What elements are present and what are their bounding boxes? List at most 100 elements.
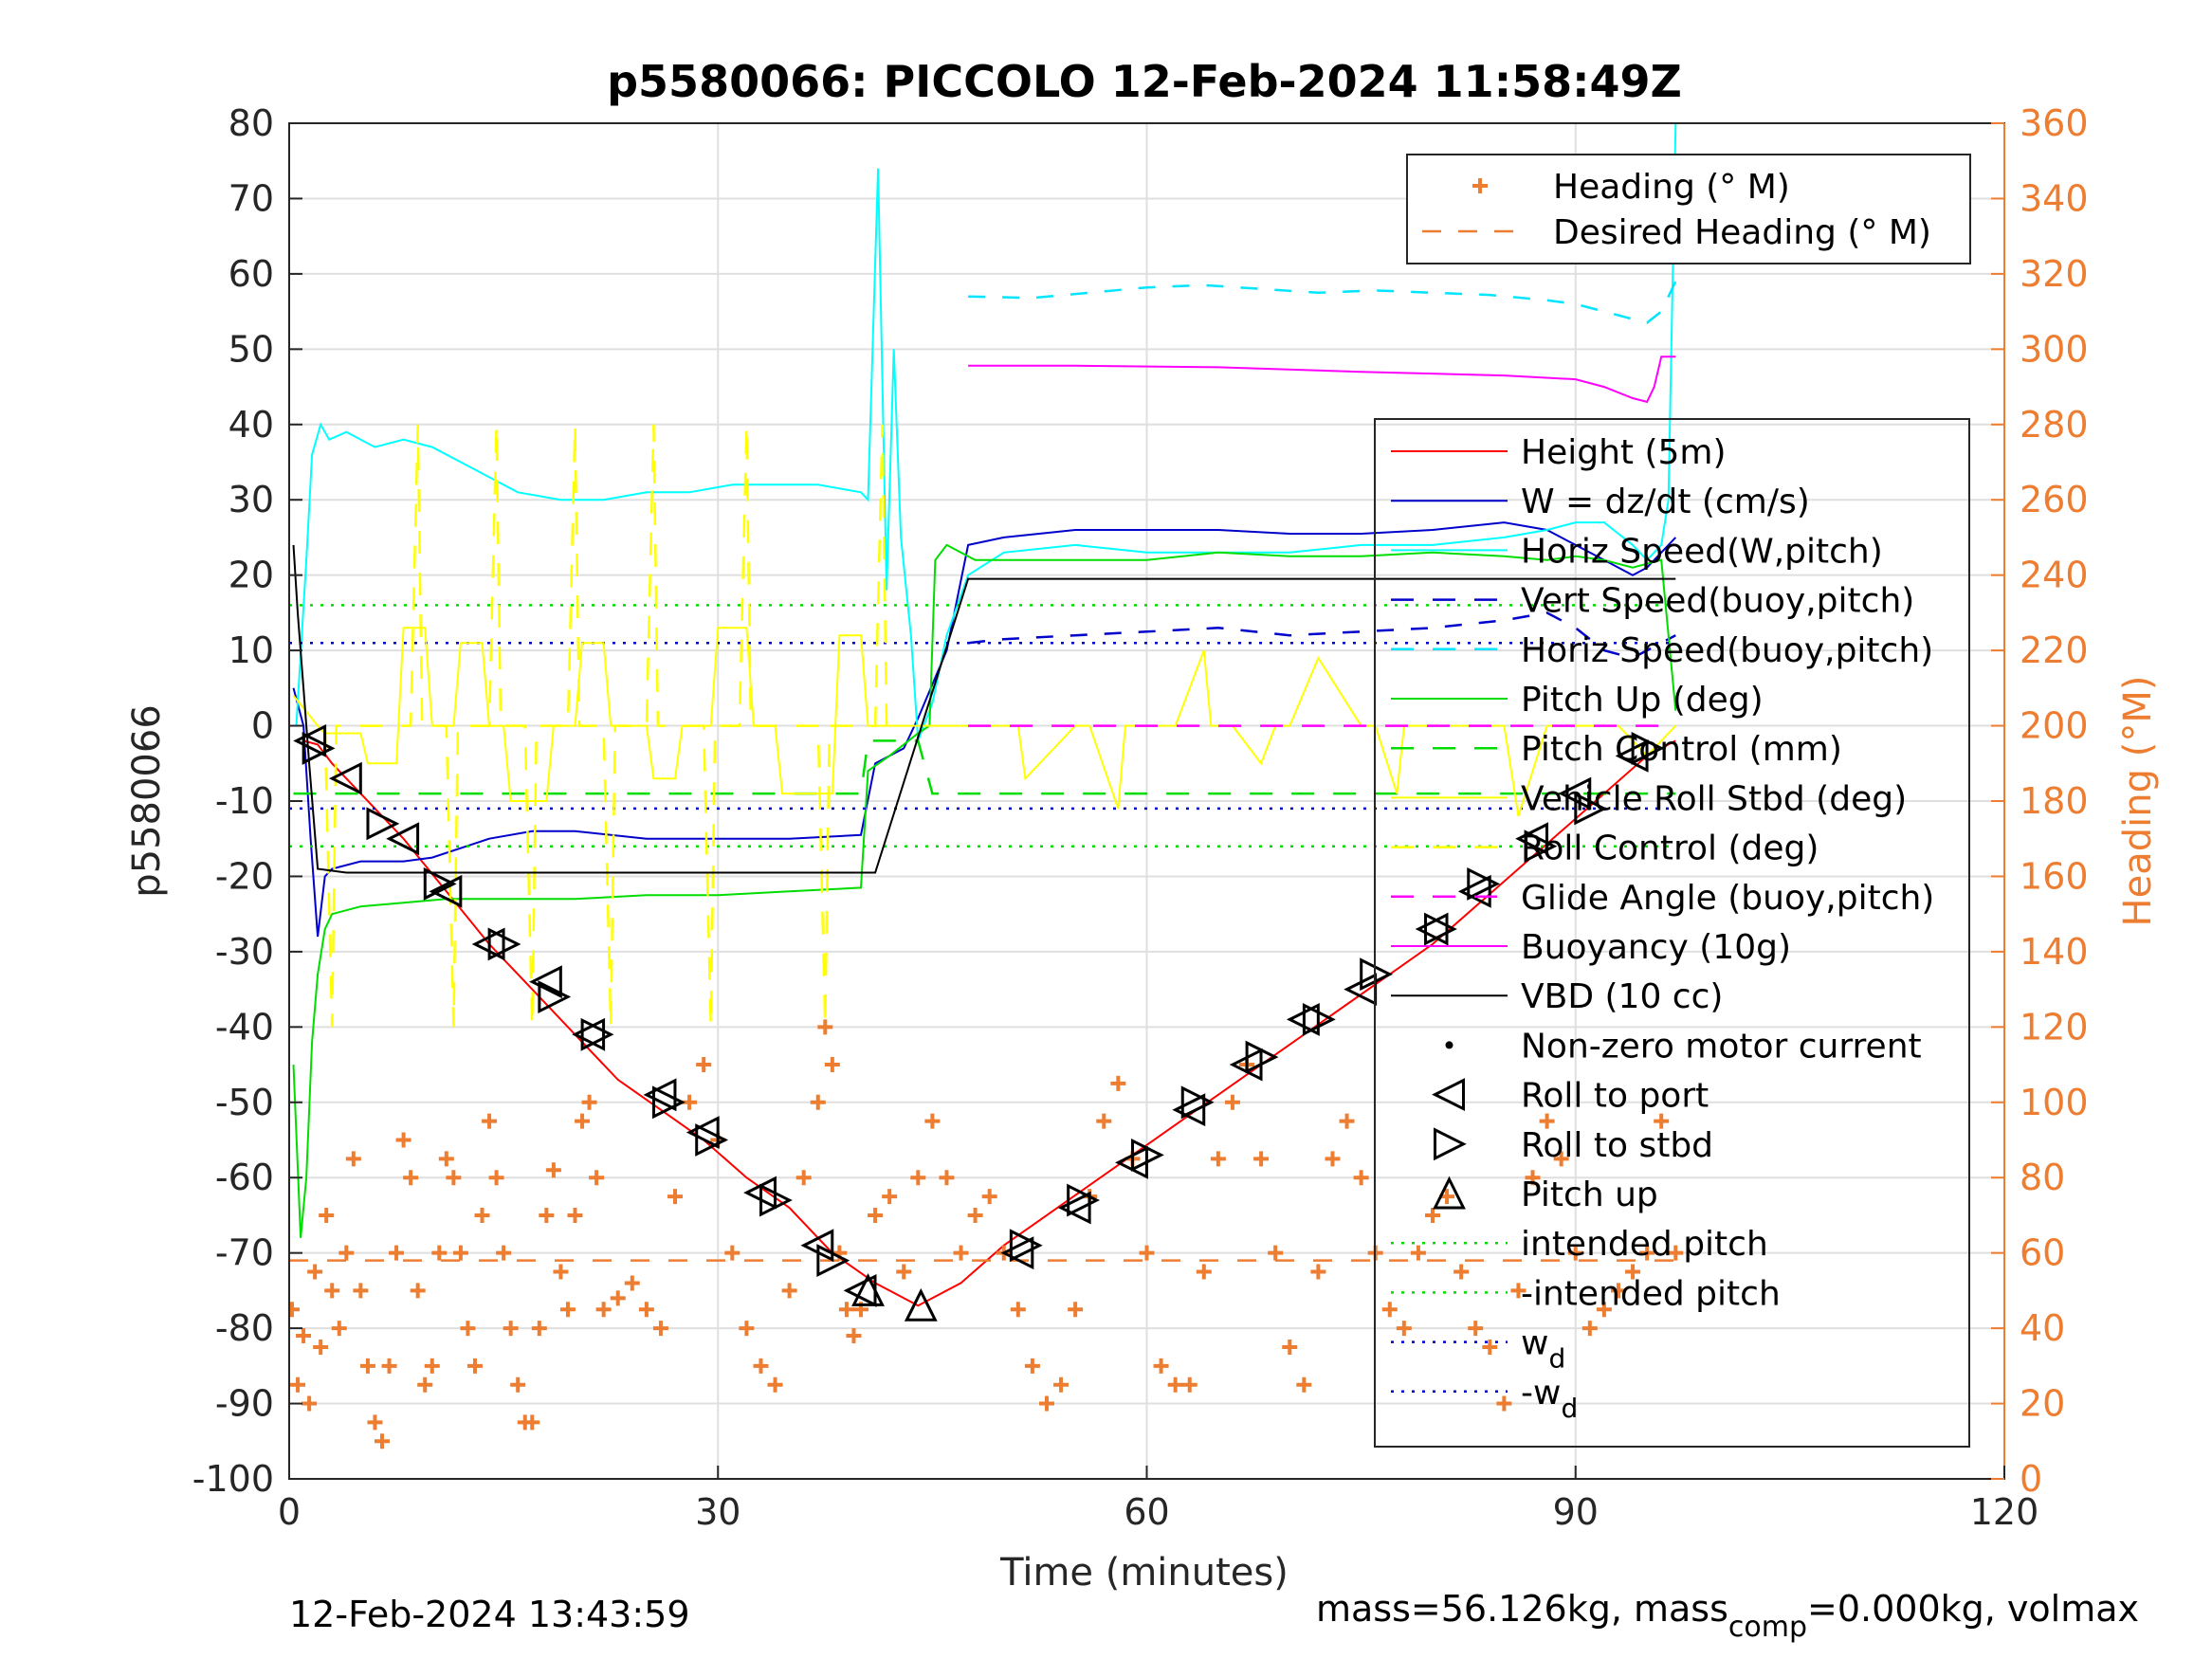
legend-label: -intended pitch	[1521, 1274, 1781, 1313]
heading-point	[289, 1302, 301, 1318]
heading-point	[1068, 1302, 1084, 1318]
y-tick-label: -50	[215, 1082, 274, 1123]
heading-point	[460, 1321, 476, 1337]
heading-point	[510, 1376, 526, 1393]
heading-point	[781, 1283, 797, 1299]
y-right-tick-label: 40	[2020, 1307, 2065, 1349]
roll-to-stbd-marker	[423, 866, 457, 901]
heading-point	[575, 1113, 591, 1129]
roll-to-port-marker	[1057, 1191, 1091, 1225]
footer-mass-tail: =0.000kg, volmax	[1807, 1588, 2139, 1630]
y-right-tick-label: 280	[2020, 404, 2089, 446]
heading-point	[452, 1245, 468, 1261]
legend-label: Glide Angle (buoy,pitch)	[1521, 879, 1934, 918]
pitch-up-marker	[851, 1273, 885, 1306]
y-right-tick-label: 60	[2020, 1232, 2065, 1274]
y-tick-label: -70	[215, 1232, 274, 1274]
legend-heading-label: Desired Heading (° M)	[1553, 213, 1931, 252]
roll-to-port-marker	[1515, 822, 1549, 856]
heading-point	[1253, 1151, 1270, 1167]
heading-point	[1410, 1245, 1426, 1261]
heading-point	[1553, 1151, 1569, 1167]
data-layer	[289, 123, 1684, 1449]
heading-point	[1596, 1302, 1612, 1318]
series-pitch-up-deg-	[292, 543, 1677, 1238]
legend-label: W = dz/dt (cm/s)	[1521, 483, 1810, 521]
roll-to-stbd-marker	[366, 807, 400, 841]
heading-point	[667, 1189, 684, 1205]
roll-to-stbd-marker	[1302, 1002, 1336, 1036]
roll-to-port-marker	[643, 1078, 677, 1112]
heading-point	[953, 1245, 969, 1261]
pitch-up-marker	[904, 1287, 938, 1322]
y-right-tick-label: 320	[2020, 253, 2089, 295]
heading-point	[924, 1113, 941, 1129]
legend-label-subscript: d	[1561, 1393, 1578, 1424]
heading-point	[795, 1170, 812, 1186]
roll-to-stbd-marker	[1574, 792, 1608, 826]
roll-to-port-marker	[328, 761, 362, 795]
legend-main-box	[1374, 418, 1970, 1448]
legend-label: Horiz Speed(buoy,pitch)	[1521, 631, 1933, 670]
heading-point	[1525, 1170, 1541, 1186]
x-tick-label: 90	[1553, 1491, 1599, 1533]
y-right-tick-label: 260	[2020, 479, 2089, 520]
y-right-tick-label: 100	[2020, 1082, 2089, 1123]
heading-point	[581, 1094, 597, 1110]
heading-point	[389, 1245, 405, 1261]
heading-point	[1268, 1245, 1284, 1261]
heading-point	[1381, 1302, 1398, 1318]
roll-to-stbd-marker	[1245, 1040, 1279, 1074]
heading-point	[846, 1328, 862, 1344]
x-tick-label: 30	[695, 1491, 740, 1533]
heading-point	[302, 1395, 318, 1412]
y-right-tick-label: 360	[2020, 102, 2089, 144]
legend-label: Horiz Speed(W,pitch)	[1521, 532, 1883, 571]
heading-point	[595, 1302, 612, 1318]
legend-heading-label: Heading (° M)	[1553, 168, 1790, 207]
heading-point	[353, 1283, 369, 1299]
x-axis-label: Time (minutes)	[999, 1551, 1289, 1595]
heading-point	[545, 1162, 561, 1178]
heading-point	[838, 1302, 854, 1318]
legend-roll-port-icon	[1432, 1078, 1465, 1112]
y-axis-right-label: Heading (°M)	[2116, 676, 2160, 927]
roll-to-stbd-marker	[1009, 1229, 1043, 1263]
series-pitch-control-mm-	[293, 739, 1676, 795]
heading-point	[524, 1414, 540, 1431]
legend-label-subscript: d	[1548, 1343, 1565, 1375]
heading-point	[696, 1057, 712, 1073]
heading-point	[338, 1245, 355, 1261]
y-right-tick-label: 200	[2020, 705, 2089, 747]
legend-label: Roll Control (deg)	[1521, 830, 1819, 868]
heading-point	[1325, 1151, 1341, 1167]
y-tick-label: -40	[215, 1006, 274, 1048]
heading-point	[610, 1290, 626, 1306]
series-vert-speed-buoy-pitch-	[967, 611, 1676, 660]
heading-point	[488, 1170, 504, 1186]
y-tick-label: 60	[229, 253, 274, 295]
heading-point	[1567, 1245, 1583, 1261]
roll-to-stbd-marker	[1131, 1138, 1164, 1172]
heading-point	[1610, 1283, 1626, 1299]
roll-to-stbd-marker	[580, 1017, 614, 1051]
legend-label: VBD (10 cc)	[1521, 977, 1723, 1016]
heading-point	[1654, 1113, 1670, 1129]
series-buoyancy-10g-	[968, 356, 1676, 404]
series-vbd-10-cc-	[292, 544, 1676, 874]
heading-point	[1010, 1302, 1026, 1318]
heading-point	[331, 1321, 347, 1337]
heading-point	[424, 1358, 440, 1374]
heading-point	[1496, 1395, 1512, 1412]
series-w-dz-dt-cm-s-	[292, 521, 1677, 938]
heading-point	[967, 1207, 983, 1223]
heading-point	[345, 1151, 361, 1167]
y-tick-label: -30	[215, 931, 274, 973]
heading-point	[910, 1170, 926, 1186]
heading-point	[374, 1433, 390, 1449]
heading-point	[1167, 1376, 1183, 1393]
heading-point	[431, 1245, 448, 1261]
roll-to-port-marker	[1457, 874, 1491, 908]
heading-point	[1110, 1075, 1126, 1091]
